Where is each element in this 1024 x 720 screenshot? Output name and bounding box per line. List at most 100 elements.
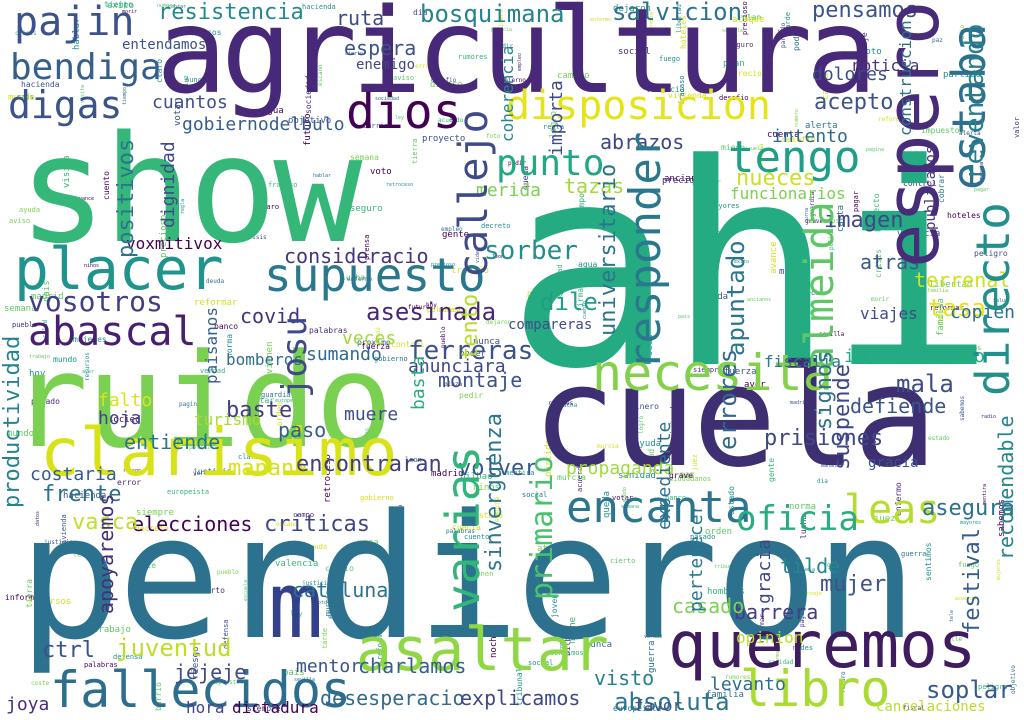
- filler-word: hombres: [707, 587, 745, 597]
- filler-word: cierto: [345, 51, 364, 57]
- word-explicamos: explicamos: [460, 686, 581, 710]
- word-publicados: publicados: [923, 145, 939, 230]
- filler-word: cierto: [610, 557, 636, 565]
- filler-word: informe: [5, 593, 39, 602]
- filler-word: pasado: [31, 397, 60, 406]
- filler-word: familia: [927, 288, 949, 294]
- filler-word: agua: [262, 106, 284, 116]
- filler-word: rumores: [725, 674, 751, 681]
- word-signos: signos: [812, 350, 837, 430]
- filler-word: calle: [944, 636, 963, 643]
- word-expediente: expediente: [654, 421, 675, 530]
- filler-word: pedir: [459, 391, 484, 400]
- filler-word: retroceso: [386, 182, 414, 188]
- word-positivos: positivos: [114, 138, 139, 258]
- filler-word: manana: [821, 463, 840, 469]
- filler-word: morir: [122, 9, 138, 15]
- filler-word: siempre: [247, 704, 281, 713]
- filler-word: gente: [827, 562, 846, 569]
- filler-word: crisis: [15, 30, 37, 37]
- filler-word: murcia: [597, 443, 619, 450]
- word-errores: errores: [714, 348, 742, 450]
- filler-word: bilbao: [460, 472, 493, 482]
- word-leas: leas: [844, 487, 941, 533]
- word-reventando: reventando: [960, 23, 990, 180]
- filler-word: leon: [750, 16, 763, 22]
- filler-word: plan: [723, 59, 745, 69]
- filler-word: pueblo: [12, 321, 38, 329]
- word-ruido: ruido: [10, 325, 393, 477]
- filler-word: ley: [395, 115, 405, 121]
- filler-word: valencia: [275, 559, 319, 569]
- filler-word: valencia: [646, 85, 685, 94]
- word-digas: digas: [8, 83, 123, 127]
- word-joya: joya: [6, 694, 50, 715]
- filler-word: plan: [742, 13, 762, 22]
- filler-word: pedir: [508, 160, 527, 167]
- filler-word: morir: [871, 296, 890, 303]
- filler-word: hoy: [29, 369, 46, 379]
- filler-word: banco: [214, 322, 239, 331]
- word-libro: libro: [740, 660, 891, 718]
- word-juventud: juventud: [116, 634, 232, 662]
- filler-word: grave: [808, 410, 824, 416]
- filler-word: dejaron: [613, 4, 651, 14]
- filler-word: tele: [73, 551, 90, 559]
- word-baste: baste: [226, 398, 293, 423]
- filler-word: salud: [993, 298, 1009, 304]
- filler-word: grave: [805, 218, 824, 225]
- filler-word: palabras: [446, 528, 475, 535]
- filler-word: leon: [405, 456, 422, 464]
- filler-word: pagina: [866, 147, 885, 153]
- word-mala: mala: [896, 370, 954, 398]
- filler-word: futuro: [408, 304, 430, 311]
- filler-word: pais: [283, 668, 305, 678]
- word-copien: copien: [950, 302, 1016, 323]
- word-visto: visto: [594, 666, 655, 690]
- word-muere: muere: [344, 404, 399, 425]
- word-show: show: [18, 104, 362, 276]
- word-tilde: tilde: [780, 554, 841, 578]
- filler-word: enfermo: [590, 17, 612, 23]
- filler-word: familia: [706, 690, 744, 700]
- word-propaganda: propaganda: [566, 458, 675, 479]
- filler-word: tribunal: [714, 564, 739, 570]
- filler-word: empleo: [441, 226, 463, 233]
- filler-word: objetivo: [288, 116, 332, 126]
- word-tengo: tengo: [728, 132, 861, 183]
- filler-word: siempre: [693, 366, 723, 374]
- word-asesinada: asesinada: [366, 298, 497, 326]
- filler-word: social: [618, 47, 651, 57]
- word-perdieron: perdieron: [18, 477, 918, 678]
- filler-word: sentimos: [924, 542, 933, 581]
- filler-word: desafio: [431, 77, 457, 84]
- filler-word: hoteles: [947, 211, 981, 220]
- filler-word: gobierno: [497, 77, 526, 84]
- filler-word: sevilla: [294, 677, 316, 683]
- word-entiende: entiende: [124, 430, 221, 454]
- filler-word: escuela: [742, 146, 764, 152]
- filler-word: valor: [1013, 116, 1021, 138]
- filler-word: hablar: [313, 173, 332, 179]
- filler-word: decreto: [135, 524, 169, 533]
- filler-word: ley: [290, 610, 303, 618]
- word-m: m: [268, 552, 324, 659]
- filler-word: acuerdo: [438, 117, 464, 124]
- word-noticia: noticia: [852, 56, 920, 75]
- filler-word: fuerza: [724, 367, 757, 377]
- word-nueces: nueces: [736, 166, 816, 191]
- word-consideracio: consideracio: [284, 244, 429, 268]
- filler-word: tierra: [411, 138, 419, 164]
- filler-word: hacienda: [21, 80, 60, 89]
- filler-word: fiscal: [751, 629, 784, 639]
- filler-word: guardia: [261, 391, 291, 399]
- filler-word: plaza: [901, 327, 926, 336]
- filler-word: gente: [442, 230, 470, 240]
- filler-word: fuego: [659, 55, 681, 63]
- filler-word: seguro: [728, 41, 754, 49]
- word-ahi: ahi: [506, 105, 996, 431]
- word-bosquimana: bosquimana: [420, 0, 565, 28]
- filler-word: trabajo: [29, 354, 51, 360]
- filler-word: tiempo: [104, 0, 133, 9]
